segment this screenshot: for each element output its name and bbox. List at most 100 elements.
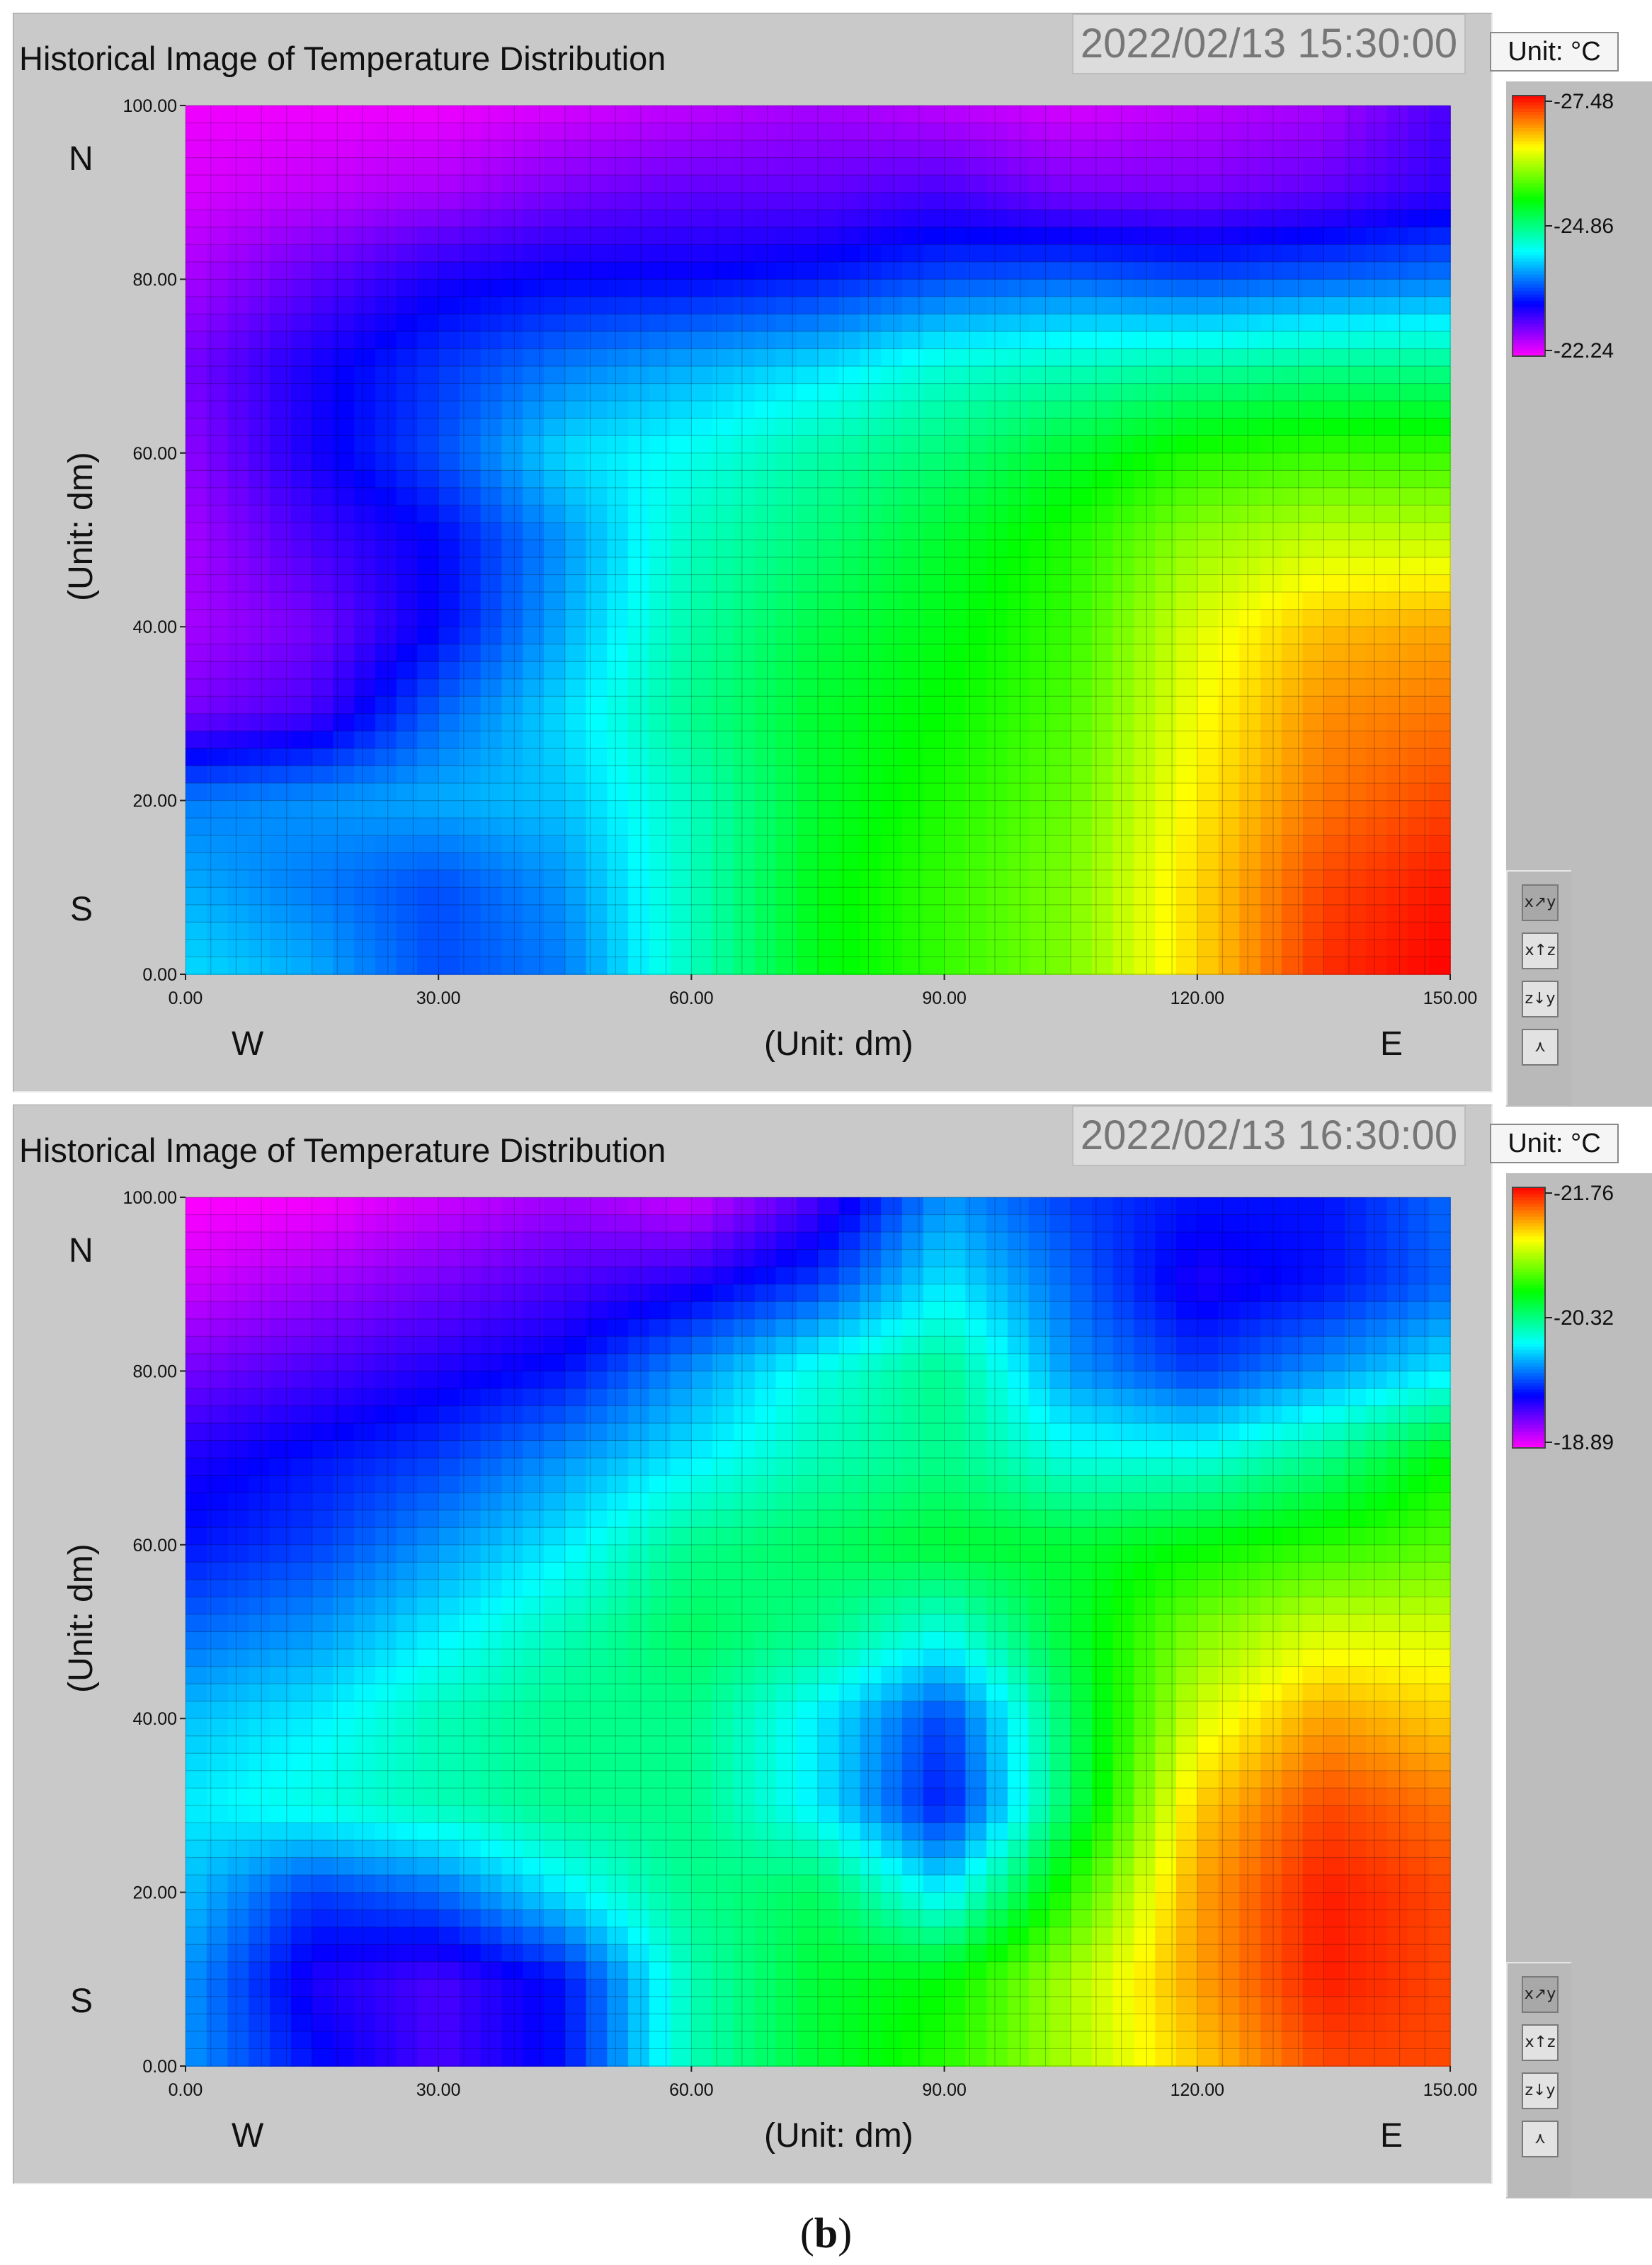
heatmap-cell bbox=[354, 1701, 376, 1719]
heatmap-cell bbox=[1007, 540, 1030, 558]
heatmap-cell bbox=[396, 2048, 418, 2067]
heatmap-cell bbox=[544, 1249, 566, 1267]
heatmap-cell bbox=[754, 1857, 777, 1876]
view-xy-icon[interactable]: x↗y bbox=[1522, 1976, 1559, 2013]
heatmap-cell bbox=[902, 1214, 924, 1233]
heatmap-cell bbox=[206, 1249, 229, 1267]
heatmap-cell bbox=[417, 835, 439, 854]
heatmap-cell bbox=[544, 470, 566, 489]
heatmap-cell bbox=[860, 627, 882, 645]
heatmap-cell bbox=[797, 1910, 819, 1928]
heatmap-cell bbox=[649, 644, 671, 663]
heatmap-cell bbox=[459, 1788, 482, 1806]
heatmap-cell bbox=[1112, 140, 1135, 159]
heatmap-cell bbox=[797, 1805, 819, 1824]
heatmap-cell bbox=[881, 1458, 903, 1476]
heatmap-cell bbox=[480, 1267, 503, 1285]
view-3d-icon[interactable]: ⋏ bbox=[1522, 1029, 1559, 1066]
heatmap-cell bbox=[227, 904, 250, 923]
view-xz-icon[interactable]: x↑z bbox=[1522, 932, 1559, 969]
heatmap-cell bbox=[775, 904, 798, 923]
heatmap-cell bbox=[333, 1666, 355, 1684]
heatmap-cell bbox=[923, 557, 945, 576]
colorbar-step bbox=[1513, 135, 1545, 139]
heatmap-cell bbox=[1007, 383, 1030, 401]
heatmap-cell bbox=[227, 452, 250, 472]
heatmap-cell bbox=[586, 331, 608, 350]
heatmap-cell bbox=[670, 1249, 693, 1267]
heatmap-cell bbox=[881, 1353, 903, 1372]
view-xz-icon[interactable]: x↑z bbox=[1522, 2024, 1559, 2061]
view-3d-icon[interactable]: ⋏ bbox=[1522, 2121, 1559, 2157]
heatmap-cell bbox=[227, 522, 250, 541]
heatmap-cell bbox=[1112, 557, 1135, 576]
heatmap-cell bbox=[501, 783, 524, 801]
heatmap-cell bbox=[354, 418, 376, 437]
heatmap-cell bbox=[206, 1232, 229, 1250]
heatmap-cell bbox=[227, 540, 250, 558]
heatmap-cell bbox=[1365, 401, 1388, 419]
heatmap-cell bbox=[965, 748, 987, 767]
heatmap-cell bbox=[417, 1875, 439, 1893]
colorbar-step bbox=[1513, 147, 1545, 152]
heatmap-cell bbox=[986, 904, 1008, 923]
heatmap-cell bbox=[1197, 452, 1219, 472]
heatmap-cell bbox=[1260, 314, 1282, 332]
heatmap-cell bbox=[1386, 748, 1409, 767]
heatmap-cell bbox=[523, 1458, 545, 1476]
heatmap-cell bbox=[1155, 105, 1177, 124]
heatmap-cell bbox=[564, 1684, 587, 1702]
heatmap-cell bbox=[670, 1614, 693, 1633]
heatmap-cell bbox=[838, 574, 861, 593]
heatmap-cell bbox=[312, 2014, 334, 2032]
heatmap-cell bbox=[249, 487, 270, 506]
heatmap-cell bbox=[838, 1197, 861, 1216]
heatmap-cell bbox=[396, 1875, 418, 1893]
heatmap-cell bbox=[818, 505, 840, 523]
heatmap-cell bbox=[1260, 869, 1282, 889]
heatmap-cell bbox=[628, 1527, 650, 1546]
heatmap-cell bbox=[417, 922, 439, 940]
heatmap-cell bbox=[290, 140, 313, 159]
heatmap-cell bbox=[438, 731, 460, 749]
heatmap-cell bbox=[333, 1284, 355, 1303]
heatmap-cell bbox=[1028, 818, 1051, 836]
heatmap-cell bbox=[206, 1996, 229, 2015]
heatmap-cell bbox=[186, 105, 207, 124]
heatmap-cell bbox=[459, 1214, 482, 1233]
heatmap-cell bbox=[944, 505, 967, 523]
heatmap-cell bbox=[1218, 904, 1241, 923]
heatmap-cell bbox=[649, 1822, 671, 1841]
heatmap-cell bbox=[586, 609, 608, 627]
heatmap-cell bbox=[333, 383, 355, 401]
heatmap-cell bbox=[1239, 418, 1261, 437]
heatmap-cell bbox=[544, 696, 566, 714]
heatmap-cell bbox=[480, 1666, 503, 1684]
heatmap-cell bbox=[417, 1805, 439, 1824]
view-zy-icon[interactable]: z↓y bbox=[1522, 981, 1559, 1017]
heatmap-cell bbox=[375, 1405, 397, 1424]
heatmap-cell bbox=[333, 452, 355, 472]
colorbar-step bbox=[1513, 141, 1545, 145]
heatmap-cell bbox=[818, 279, 840, 297]
heatmap-cell bbox=[523, 418, 545, 437]
heatmap-cell bbox=[670, 835, 693, 854]
heatmap-cell bbox=[754, 1493, 777, 1511]
heatmap-cell bbox=[1386, 122, 1409, 141]
heatmap-cell bbox=[691, 331, 713, 350]
heatmap-cell bbox=[860, 869, 882, 889]
heatmap-cell bbox=[1302, 852, 1325, 871]
heatmap-cell bbox=[838, 557, 861, 576]
heatmap-cell bbox=[670, 1336, 693, 1354]
heatmap-cell bbox=[396, 540, 418, 558]
heatmap-cell bbox=[333, 869, 355, 889]
heatmap-cell bbox=[227, 122, 250, 141]
heatmap-cell bbox=[733, 922, 756, 940]
heatmap-cell bbox=[459, 1597, 482, 1615]
view-zy-icon[interactable]: z↓y bbox=[1522, 2072, 1559, 2109]
view-xy-icon[interactable]: x↗y bbox=[1522, 884, 1559, 921]
heatmap-cell bbox=[712, 122, 734, 141]
heatmap-cell bbox=[923, 800, 945, 818]
heatmap-cell bbox=[438, 574, 460, 593]
heatmap-cell bbox=[396, 765, 418, 784]
